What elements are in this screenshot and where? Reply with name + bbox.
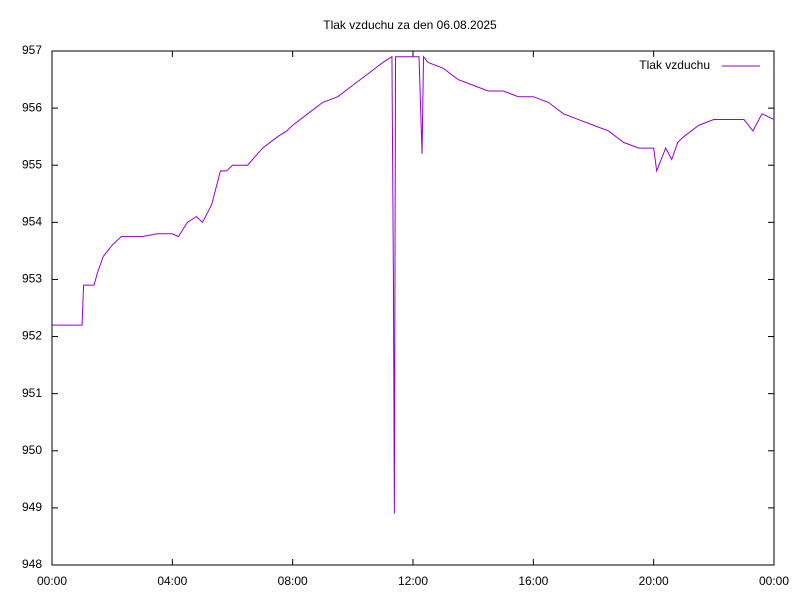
x-tick-label: 08:00 xyxy=(278,574,308,588)
y-tick-label: 950 xyxy=(22,443,42,457)
chart-title: Tlak vzduchu za den 06.08.2025 xyxy=(323,18,497,32)
y-tick-label: 957 xyxy=(22,43,42,57)
y-tick-label: 948 xyxy=(22,557,42,571)
y-tick-label: 953 xyxy=(22,272,42,286)
y-tick-label: 955 xyxy=(22,157,42,171)
x-tick-label: 16:00 xyxy=(518,574,548,588)
x-tick-label: 00:00 xyxy=(37,574,67,588)
x-tick-label: 20:00 xyxy=(639,574,669,588)
legend-label: Tlak vzduchu xyxy=(639,58,710,72)
y-tick-label: 956 xyxy=(22,100,42,114)
data-line xyxy=(52,55,775,514)
y-tick-label: 949 xyxy=(22,500,42,514)
y-tick-label: 952 xyxy=(22,329,42,343)
x-tick-label: 00:00 xyxy=(759,574,789,588)
x-tick-label: 12:00 xyxy=(398,574,428,588)
y-tick-label: 954 xyxy=(22,215,42,229)
x-tick-label: 04:00 xyxy=(157,574,187,588)
y-tick-label: 951 xyxy=(22,386,42,400)
